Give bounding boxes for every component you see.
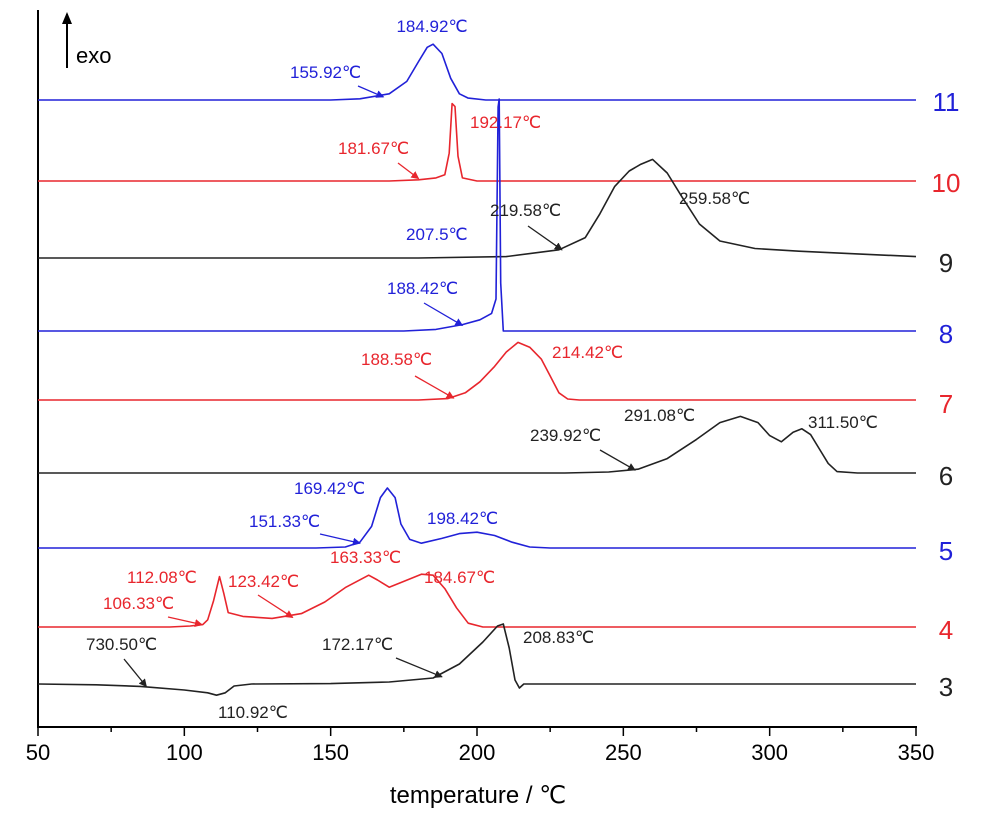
x-tick-label: 50	[26, 740, 50, 765]
peak-annotation: 106.33℃	[103, 594, 174, 613]
curve-3	[37, 623, 916, 696]
annotation-arrow	[167, 616, 203, 627]
peak-annotation: 207.5℃	[406, 225, 468, 244]
curve-number-labels: 11 10 9 8 7 6 5 4 3	[932, 87, 961, 702]
peak-annotation: 163.33℃	[330, 548, 401, 567]
curve-label-5: 5	[939, 536, 953, 566]
annotation-arrow	[527, 225, 563, 251]
x-tick-label: 300	[751, 740, 788, 765]
curve-6	[38, 415, 916, 474]
curve-label-3: 3	[939, 672, 953, 702]
curve-10	[38, 102, 916, 182]
annotation-arrow	[357, 85, 385, 98]
peak-annotation: 291.08℃	[624, 406, 695, 425]
peak-annotation: 208.83℃	[523, 628, 594, 647]
annotation-arrow	[414, 375, 455, 399]
peak-annotation: 172.17℃	[322, 635, 393, 654]
curve-label-10: 10	[932, 168, 961, 198]
annotation-arrow	[397, 162, 420, 180]
annotation-arrow	[123, 658, 147, 688]
exo-label: exo	[76, 43, 111, 68]
peak-annotation: 219.58℃	[490, 201, 561, 220]
peak-annotations: 184.92℃ 155.92℃ 192.17℃ 181.67℃ 259.58℃ 219.5…	[86, 17, 878, 722]
curve-label-7: 7	[939, 389, 953, 419]
curve-11	[38, 43, 916, 101]
peak-annotation: 123.42℃	[228, 572, 299, 591]
x-tick-label: 150	[312, 740, 349, 765]
curve-9	[38, 158, 917, 259]
peak-annotation: 155.92℃	[290, 63, 361, 82]
peak-annotation: 188.42℃	[387, 279, 458, 298]
x-tick-label: 100	[166, 740, 203, 765]
curve-label-9: 9	[939, 248, 953, 278]
x-tick-label: 350	[898, 740, 935, 765]
annotation-arrow	[423, 302, 464, 326]
x-axis-tick-labels: 50 100 150 200 250 300 350	[26, 740, 935, 765]
x-tick-label: 200	[459, 740, 496, 765]
x-axis-ticks	[37, 727, 917, 736]
peak-annotation: 110.92℃	[218, 703, 288, 722]
curve-8	[38, 98, 916, 332]
peak-annotation: 188.58℃	[361, 350, 432, 369]
peak-annotation: 192.17℃	[470, 113, 541, 132]
curve-4	[38, 573, 916, 628]
exo-arrowhead-icon	[62, 12, 72, 24]
x-axis-title: temperature / ℃	[390, 782, 566, 809]
peak-annotation: 239.92℃	[530, 426, 601, 445]
curve-label-11: 11	[933, 87, 960, 117]
peak-annotation: 730.50℃	[86, 635, 157, 654]
annotation-arrow	[599, 449, 636, 471]
annotation-arrow	[395, 657, 443, 678]
peak-annotation: 311.50℃	[808, 413, 878, 432]
peak-annotation: 181.67℃	[338, 139, 409, 158]
peak-annotation: 184.67℃	[424, 568, 495, 587]
curve-label-4: 4	[939, 615, 953, 645]
curve-label-8: 8	[939, 319, 953, 349]
peak-annotation: 151.33℃	[249, 512, 320, 531]
peak-annotation: 198.42℃	[427, 509, 498, 528]
curve-7	[38, 341, 916, 401]
peak-annotation: 259.58℃	[679, 189, 750, 208]
annotation-arrow	[319, 533, 361, 546]
peak-annotation: 169.42℃	[294, 479, 365, 498]
curve-label-6: 6	[939, 461, 953, 491]
peak-annotation: 112.08℃	[127, 568, 197, 587]
x-tick-label: 250	[605, 740, 642, 765]
peak-annotation: 214.42℃	[552, 343, 623, 362]
peak-annotation: 184.92℃	[396, 17, 467, 36]
annotation-arrow	[257, 594, 294, 618]
